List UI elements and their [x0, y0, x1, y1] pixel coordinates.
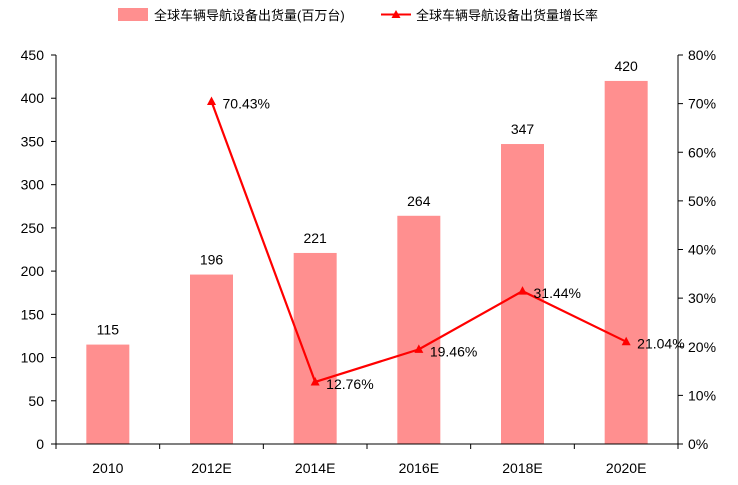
- bar-2020e: [604, 80, 648, 444]
- growth-point-2020e: [621, 336, 631, 346]
- bar-2010: [86, 344, 130, 444]
- bar-value-label: 264: [407, 193, 431, 209]
- y-right-tick-label: 10%: [688, 387, 716, 403]
- y-left-tick-label: 300: [21, 177, 45, 193]
- bar-2012e: [190, 274, 233, 444]
- chart-legend: 全球车辆导航设备出货量(百万台) 全球车辆导航设备出货量增长率: [118, 8, 598, 23]
- y-right-tick-label: 30%: [688, 290, 716, 306]
- y-left-tick-label: 400: [21, 90, 45, 106]
- growth-value-label: 12.76%: [326, 376, 373, 392]
- y-right-tick-label: 20%: [688, 339, 716, 355]
- y-left-tick-label: 200: [21, 263, 45, 279]
- growth-line-series: [207, 96, 631, 386]
- x-tick-label: 2014E: [295, 460, 335, 476]
- legend-label-shipments: 全球车辆导航设备出货量(百万台): [154, 8, 345, 23]
- y-right-tick-label: 70%: [688, 96, 716, 112]
- growth-value-label: 31.44%: [534, 285, 581, 301]
- x-tick-label: 2016E: [399, 460, 439, 476]
- bar-value-label: 196: [200, 252, 224, 268]
- x-tick-label: 2012E: [191, 460, 231, 476]
- growth-point-2012e: [207, 96, 216, 106]
- y-left-tick-label: 350: [21, 133, 45, 149]
- bar-2014e: [293, 252, 337, 444]
- y-left-tick-label: 100: [21, 350, 45, 366]
- data-labels: 115 196 221 264 347 420 70.43% 12.76% 19.46% 31.4…: [97, 58, 685, 392]
- legend-swatch-shipments: [118, 8, 148, 21]
- growth-value-label: 70.43%: [223, 96, 270, 112]
- bar-2016e: [397, 215, 441, 444]
- bar-value-label: 221: [303, 230, 327, 246]
- bar-value-label: 347: [511, 121, 535, 137]
- y-right-tick-label: 80%: [688, 47, 716, 63]
- y-left-tick-label: 450: [21, 47, 45, 63]
- bar-series: [86, 80, 648, 444]
- x-tick-label: 2020E: [606, 460, 646, 476]
- legend-label-growth: 全球车辆导航设备出货量增长率: [416, 8, 598, 23]
- bar-value-label: 420: [614, 58, 638, 74]
- growth-point-2016e: [414, 344, 424, 353]
- y-left-tick-label: 150: [21, 306, 45, 322]
- x-tick-label: 2018E: [502, 460, 542, 476]
- y-left-tick-label: 250: [21, 220, 45, 236]
- growth-point-2018e: [518, 286, 527, 295]
- growth-value-label: 21.04%: [637, 336, 684, 352]
- bar-value-label: 115: [97, 322, 120, 338]
- y-left-tick-label: 50: [28, 393, 44, 409]
- y-right-tick-label: 0%: [688, 436, 708, 452]
- y-right-tick-label: 50%: [688, 193, 716, 209]
- y-right-tick-label: 40%: [688, 242, 716, 258]
- y-right-tick-label: 60%: [688, 144, 716, 160]
- legend-swatch-growth-marker: [391, 10, 401, 18]
- growth-point-2014e: [310, 376, 320, 386]
- growth-value-label: 19.46%: [430, 343, 477, 359]
- x-tick-label: 2010: [92, 460, 123, 476]
- y-left-tick-label: 0: [36, 436, 44, 452]
- axes: 0 50 100 150 200 250 300 350 400 450 0% 10% 20% 30% 40…: [21, 47, 716, 476]
